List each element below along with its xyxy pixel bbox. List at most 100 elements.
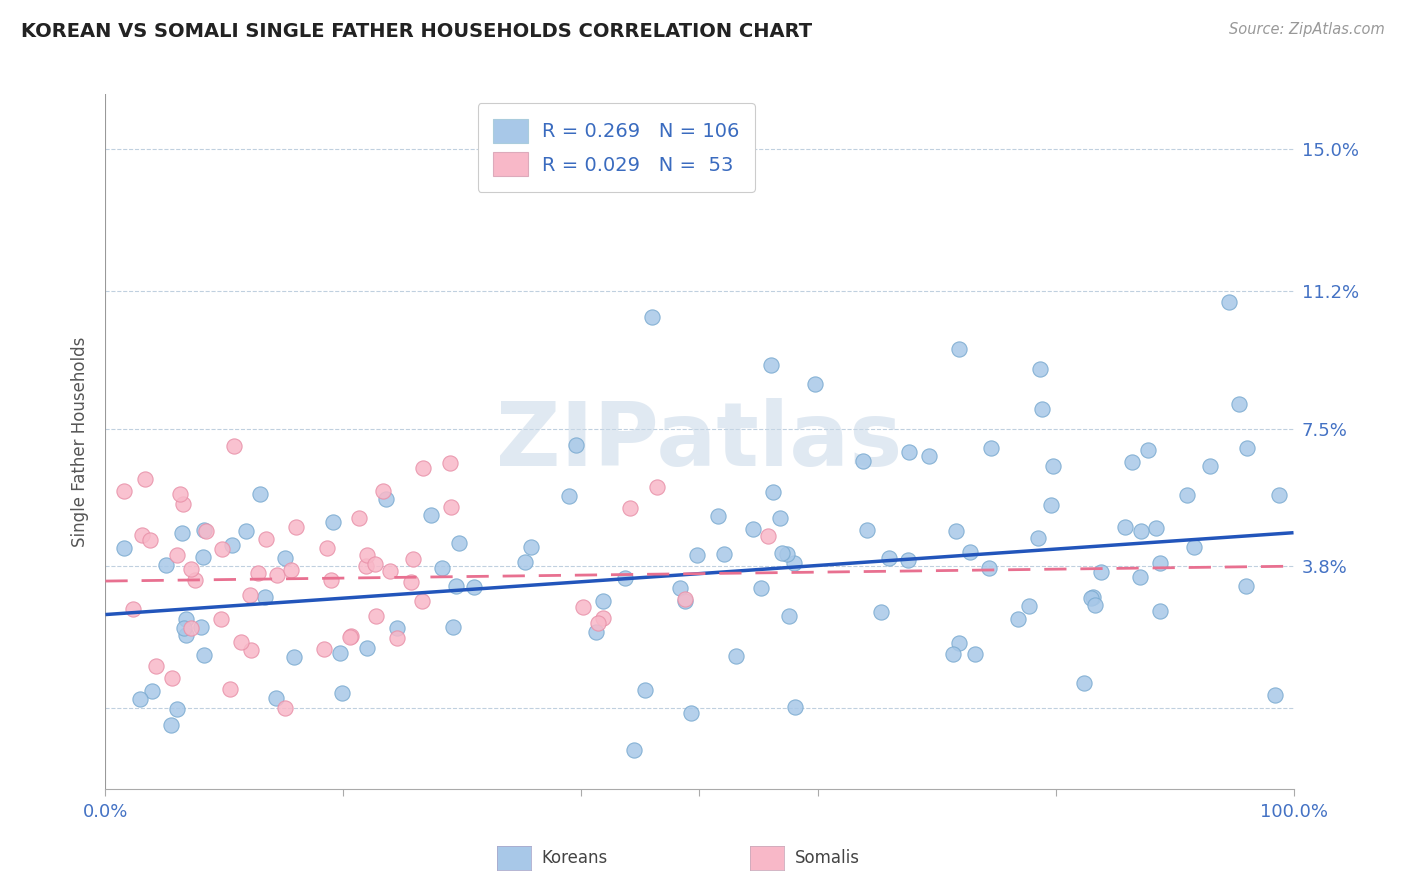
Point bbox=[193, 550, 215, 565]
Point bbox=[339, 630, 361, 644]
Point bbox=[134, 472, 156, 486]
Point bbox=[402, 552, 425, 566]
Point bbox=[942, 647, 965, 661]
Point bbox=[380, 564, 402, 578]
Point bbox=[180, 621, 202, 635]
Point bbox=[776, 548, 799, 562]
Point bbox=[1080, 591, 1102, 605]
Point bbox=[1268, 488, 1291, 502]
Point bbox=[782, 557, 804, 571]
Point bbox=[945, 524, 967, 538]
Point bbox=[266, 690, 288, 705]
Point bbox=[1129, 570, 1152, 584]
Point bbox=[1073, 676, 1095, 690]
Point bbox=[266, 568, 288, 582]
Point bbox=[411, 594, 433, 608]
Point bbox=[1029, 362, 1052, 376]
Point bbox=[592, 611, 614, 625]
Point bbox=[759, 358, 782, 372]
Point bbox=[572, 599, 595, 614]
Point bbox=[254, 533, 277, 547]
Point bbox=[209, 612, 232, 626]
Point bbox=[439, 456, 461, 470]
Point bbox=[917, 449, 939, 463]
Point bbox=[173, 621, 195, 635]
Point bbox=[1199, 458, 1222, 473]
Point bbox=[1175, 488, 1198, 502]
Point bbox=[280, 563, 302, 577]
Point bbox=[778, 608, 800, 623]
Point bbox=[222, 439, 245, 453]
Point bbox=[592, 594, 614, 608]
Point bbox=[647, 480, 669, 494]
Point bbox=[977, 561, 1000, 575]
Point bbox=[419, 508, 441, 522]
Point bbox=[756, 529, 779, 543]
Point bbox=[641, 310, 664, 324]
Point bbox=[273, 700, 295, 714]
Point bbox=[1182, 540, 1205, 554]
Text: KOREAN VS SOMALI SINGLE FATHER HOUSEHOLDS CORRELATION CHART: KOREAN VS SOMALI SINGLE FATHER HOUSEHOLD… bbox=[21, 22, 813, 41]
Point bbox=[1136, 443, 1159, 458]
Point bbox=[558, 489, 581, 503]
Point bbox=[129, 691, 152, 706]
Point bbox=[444, 579, 467, 593]
Point bbox=[221, 538, 243, 552]
Point bbox=[219, 681, 242, 696]
Point bbox=[1227, 397, 1250, 411]
Point bbox=[856, 523, 879, 537]
Point bbox=[669, 581, 692, 595]
Point bbox=[679, 706, 702, 720]
Point bbox=[412, 461, 434, 475]
Point bbox=[877, 550, 900, 565]
Point bbox=[193, 523, 215, 537]
Point bbox=[1090, 565, 1112, 579]
Point bbox=[112, 541, 135, 555]
Point bbox=[354, 559, 377, 574]
Point bbox=[1018, 599, 1040, 613]
Point bbox=[965, 647, 987, 661]
Point bbox=[322, 516, 344, 530]
Point bbox=[619, 501, 641, 516]
Point bbox=[463, 580, 485, 594]
Point bbox=[449, 535, 471, 549]
Point bbox=[321, 574, 343, 588]
Point bbox=[211, 542, 233, 557]
Point bbox=[235, 524, 257, 538]
Text: ZIPatlas: ZIPatlas bbox=[496, 398, 903, 485]
Point bbox=[724, 649, 747, 664]
Point bbox=[1031, 402, 1053, 417]
Point bbox=[749, 581, 772, 595]
Point bbox=[959, 545, 981, 559]
Point bbox=[869, 605, 891, 619]
Point bbox=[364, 558, 387, 572]
Point bbox=[1144, 521, 1167, 535]
Point bbox=[141, 684, 163, 698]
Point bbox=[1026, 531, 1049, 545]
Point bbox=[253, 591, 276, 605]
Point bbox=[145, 659, 167, 673]
Point bbox=[274, 551, 297, 566]
Point bbox=[172, 497, 194, 511]
Point bbox=[139, 533, 162, 547]
Point bbox=[166, 701, 188, 715]
Point bbox=[1121, 455, 1143, 469]
Point bbox=[375, 491, 398, 506]
Point bbox=[519, 540, 541, 554]
Point bbox=[347, 510, 370, 524]
Point bbox=[193, 648, 215, 662]
Point bbox=[686, 549, 709, 563]
Point bbox=[440, 500, 463, 515]
Point bbox=[121, 602, 143, 616]
Point bbox=[174, 612, 197, 626]
Point bbox=[1234, 579, 1257, 593]
Point bbox=[356, 549, 378, 563]
Point bbox=[1264, 688, 1286, 702]
Point bbox=[785, 700, 807, 714]
Point bbox=[285, 519, 308, 533]
Point bbox=[1149, 604, 1171, 618]
Point bbox=[195, 524, 218, 538]
Point bbox=[1084, 598, 1107, 612]
Point bbox=[772, 546, 794, 560]
Point bbox=[713, 548, 735, 562]
